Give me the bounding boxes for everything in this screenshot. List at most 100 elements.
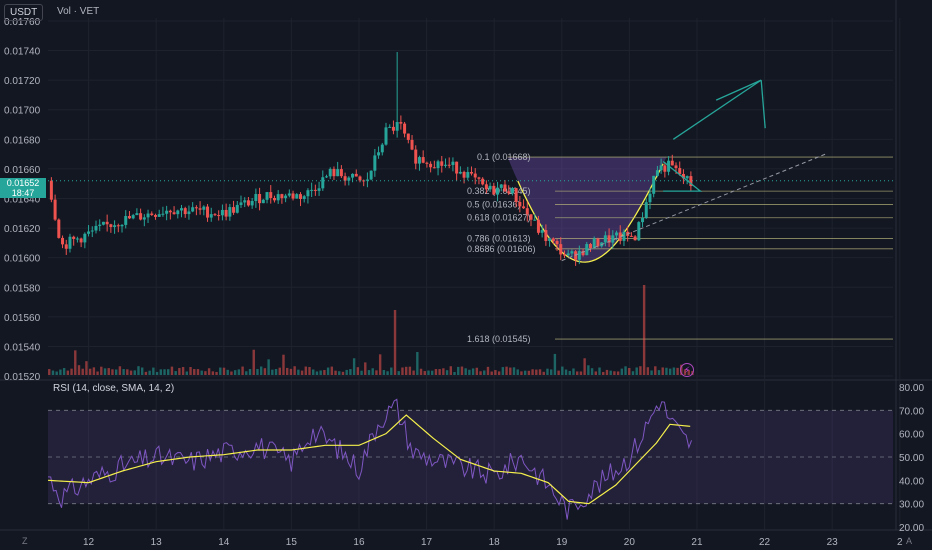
candle-body: [351, 173, 355, 178]
candle-body: [280, 194, 284, 199]
volume-bar: [639, 366, 642, 375]
volume-indicator-label[interactable]: Vol · VET: [57, 6, 100, 17]
volume-bar: [616, 371, 620, 375]
candle-body: [570, 251, 574, 254]
candle-body: [261, 199, 265, 204]
volume-bar: [445, 370, 449, 375]
volume-bar: [397, 371, 400, 375]
volume-bar: [538, 369, 542, 375]
volume-bar: [642, 285, 646, 375]
currency-selector[interactable]: USDT: [4, 4, 44, 21]
lightning-icon[interactable]: ⚡: [680, 363, 694, 377]
candle-body: [499, 184, 503, 188]
price-tick-5: 0.01660: [4, 165, 41, 176]
candle-body: [373, 155, 377, 171]
candle-body: [72, 236, 76, 239]
price-tick-9: 0.01580: [4, 283, 41, 294]
volume-bar: [527, 370, 531, 375]
candle-body: [536, 219, 540, 233]
candle-body: [254, 193, 258, 201]
price-tick-6: 0.01640: [4, 195, 41, 206]
volume-bar: [181, 367, 185, 375]
volume-bar: [594, 371, 597, 375]
candle-body: [310, 189, 314, 191]
volume-bar: [341, 371, 345, 375]
candle-body: [585, 244, 589, 256]
candle-body: [284, 195, 288, 199]
trendline-dashed: [561, 153, 826, 262]
candle-body: [429, 163, 433, 168]
auto-scale-button[interactable]: A: [906, 536, 913, 546]
timezone-button[interactable]: Z: [22, 536, 28, 546]
volume-bar: [650, 370, 653, 375]
candle-body: [161, 213, 165, 215]
candle-body: [172, 212, 176, 215]
volume-bar: [427, 370, 430, 375]
volume-bar: [453, 371, 456, 375]
candle-body: [681, 173, 685, 179]
price-tick-10: 0.01560: [4, 313, 41, 324]
volume-bar: [196, 369, 200, 375]
volume-bar: [457, 366, 460, 375]
candle-body: [629, 235, 633, 237]
target-arrow-head-left: [715, 79, 762, 101]
candle-body: [484, 184, 488, 190]
volume-bar: [274, 368, 278, 375]
candle-body: [217, 215, 221, 217]
candle-body: [473, 173, 477, 178]
candle-body: [425, 162, 429, 164]
candle-body: [436, 161, 440, 169]
volume-bar: [133, 370, 136, 375]
candle-body: [68, 236, 72, 249]
volume-bar: [356, 367, 360, 375]
volume-bar: [438, 369, 441, 375]
volume-bar: [471, 368, 475, 375]
volume-bar: [126, 369, 129, 375]
volume-bar: [542, 371, 545, 375]
volume-bar: [423, 371, 426, 375]
volume-bar: [345, 369, 348, 375]
candle-body: [395, 122, 399, 131]
candle-body: [325, 176, 329, 178]
price-tick-11: 0.01540: [4, 342, 41, 353]
volume-bar: [304, 366, 307, 375]
candle-body: [670, 160, 674, 166]
candle-body: [637, 222, 641, 241]
volume-bar: [62, 368, 66, 375]
volume-bar: [628, 368, 631, 375]
candle-body: [180, 208, 184, 211]
volume-bar: [449, 366, 452, 375]
candle-body: [287, 193, 291, 196]
volume-bar: [516, 369, 519, 375]
volume-bar: [635, 367, 638, 375]
candle-body: [183, 208, 187, 215]
candle-body: [592, 238, 596, 249]
volume-bar: [293, 366, 296, 375]
candle-body: [291, 193, 295, 199]
rsi-tick-0: 80.00: [899, 383, 924, 394]
candle-body: [191, 207, 195, 212]
candle-body: [239, 202, 243, 205]
volume-bar: [564, 369, 568, 375]
candle-body: [105, 221, 109, 225]
time-tick-2: 14: [218, 537, 230, 548]
rsi-indicator-label[interactable]: RSI (14, close, SMA, 14, 2): [53, 383, 175, 394]
rsi-pane: [48, 380, 893, 530]
candle-body: [496, 187, 500, 195]
volume-bar: [520, 371, 523, 375]
candle-body: [98, 224, 102, 226]
candle-body: [336, 169, 340, 177]
volume-bar: [371, 368, 374, 375]
fib-label-2: 0.5 (0.01636): [467, 199, 521, 209]
candle-body: [544, 230, 548, 241]
last-price-value: 0.01652: [6, 178, 40, 188]
time-tick-6: 18: [489, 537, 501, 548]
volume-bar: [300, 370, 304, 375]
volume-bar: [479, 371, 482, 375]
volume-bar: [66, 370, 70, 375]
candle-body: [559, 244, 563, 255]
volume-bar: [167, 369, 170, 375]
volume-bar: [408, 366, 412, 375]
